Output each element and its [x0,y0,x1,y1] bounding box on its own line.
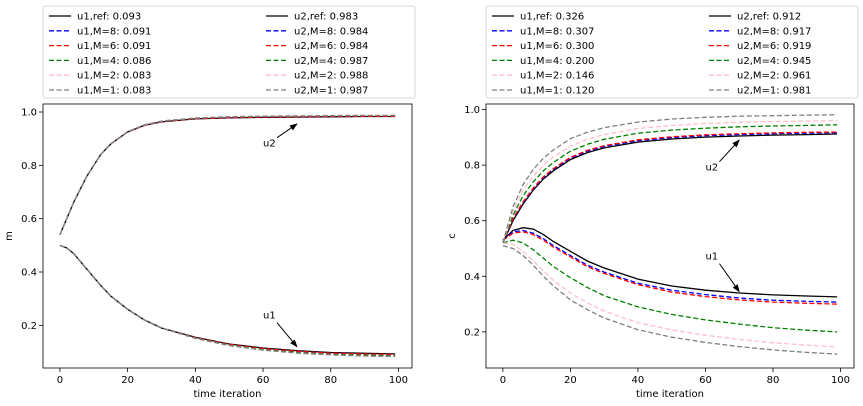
plot-area [485,103,855,369]
x-tick-label: 0 [500,375,506,386]
series-line-u2-m-1 [502,114,838,244]
legend-entry-label: u1,ref: 0.093 [77,12,141,23]
legend-entry-label: u2,M=6: 0.984 [294,41,368,52]
x-tick-label: 40 [632,375,645,386]
x-tick-label: 60 [699,375,712,386]
series-line-u1-ref [502,227,838,298]
series-line-u2-m-6 [502,131,838,244]
plot-area [42,103,413,369]
legend-entry-label: u1,M=2: 0.083 [77,71,151,82]
x-tick-label: 20 [121,375,134,386]
y-tick-label: 1.0 [464,105,480,116]
x-tick-label: 100 [831,375,850,386]
x-tick-label: 40 [189,375,202,386]
series-line-u1-m-8 [502,229,838,303]
series-line-u1-m-1 [59,244,396,358]
x-tick-label: 60 [257,375,270,386]
series-line-u2-m-4 [502,124,838,244]
legend-entry-label: u2,M=4: 0.945 [737,56,811,67]
legend-entry-label: u2,M=2: 0.988 [294,71,368,82]
legend-entry-label: u2,M=1: 0.981 [737,86,811,97]
left-panel: 0 20 40 60 80 100 0.2 0.4 0.6 0.8 1.0 time iteratio… [4,5,416,400]
x-tick-label: 20 [564,375,577,386]
series-line-u2-ref [502,133,838,244]
x-tick-label: 100 [389,375,408,386]
right-panel: 0 20 40 60 80 100 0.2 0.4 0.6 0.8 1.0 time iteratio… [447,5,859,400]
series-line-u2-m-1 [59,114,396,235]
legend-entry-label: u2,M=1: 0.987 [294,86,368,97]
legend-entry-label: u1,M=6: 0.091 [77,41,151,52]
x-tick-label: 80 [324,375,337,386]
annotation-label: u1 [705,252,718,263]
annotation-arrow [276,322,298,348]
legend-entry-label: u2,M=4: 0.987 [294,56,368,67]
legend-entry-label: u1,M=2: 0.146 [520,71,594,82]
y-tick-label: 0.2 [21,321,37,332]
x-axis-label: time iteration [636,389,704,400]
legend-entry-label: u1,M=8: 0.307 [520,26,594,37]
x-tick-label: 0 [57,375,63,386]
series-line-u1-m-4 [502,239,838,333]
legend-box [485,5,859,99]
x-tick-label: 80 [767,375,780,386]
y-tick-label: 1.0 [21,108,37,119]
legend-entry-label: u2,ref: 0.912 [737,12,801,23]
series-line-u1-m-1 [502,245,838,355]
y-tick-label: 0.4 [21,268,37,279]
annotation-arrow [719,139,740,163]
y-axis-label: c [447,233,458,239]
annotation-label: u2 [263,139,276,150]
series-line-u1-m-2 [502,242,838,348]
y-tick-label: 0.8 [464,161,480,172]
annotation-arrow [719,263,740,293]
legend-box [42,5,416,99]
y-tick-label: 0.2 [464,327,480,338]
legend-entry-label: u2,ref: 0.983 [294,12,358,23]
x-axis-label: time iteration [193,389,261,400]
legend-entry-label: u2,M=6: 0.919 [737,41,811,52]
legend-entry-label: u1,M=4: 0.200 [520,56,594,67]
y-tick-label: 0.8 [21,161,37,172]
legend-entry-label: u1,M=4: 0.086 [77,56,151,67]
series-line-u2-m-2 [502,119,838,244]
legend-entry-label: u1,M=6: 0.300 [520,41,594,52]
legend-entry-label: u1,ref: 0.326 [520,12,584,23]
annotation-arrow [276,123,298,139]
y-tick-label: 0.6 [21,214,37,225]
annotation-label: u1 [263,311,276,322]
legend-entry-label: u2,M=8: 0.984 [294,26,368,37]
legend-entry-label: u2,M=2: 0.961 [737,71,811,82]
annotation-label: u2 [705,163,718,174]
legend-entry-label: u1,M=8: 0.091 [77,26,151,37]
legend-entry-label: u2,M=8: 0.917 [737,26,811,37]
legend-entry-label: u1,M=1: 0.120 [520,86,594,97]
y-tick-label: 0.6 [464,216,480,227]
y-axis-label: m [4,231,15,241]
y-tick-label: 0.4 [464,272,480,283]
legend-entry-label: u1,M=1: 0.083 [77,86,151,97]
